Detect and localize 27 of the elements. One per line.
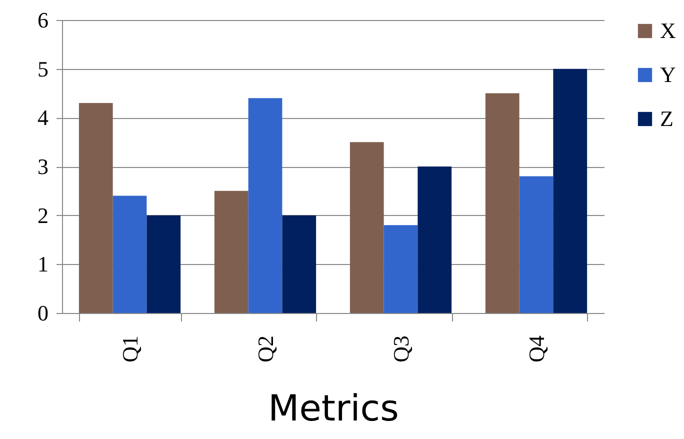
legend-label: Z bbox=[660, 106, 674, 131]
y-tick-label: 6 bbox=[38, 8, 48, 32]
x-tick-label: Q1 bbox=[117, 336, 142, 362]
legend-label: X bbox=[660, 18, 676, 43]
bar bbox=[485, 93, 520, 313]
bar bbox=[214, 190, 248, 313]
bar bbox=[78, 103, 113, 313]
y-tick-label: 1 bbox=[38, 252, 48, 277]
bar bbox=[553, 68, 588, 313]
legend-label: Y bbox=[660, 62, 676, 87]
x-tick-label: Q2 bbox=[252, 336, 278, 362]
bar bbox=[146, 215, 181, 313]
y-tick-label: 0 bbox=[38, 300, 48, 326]
bar bbox=[519, 176, 554, 313]
bar bbox=[418, 166, 452, 313]
x-tick-label: Q4 bbox=[524, 336, 549, 362]
y-tick-label: 2 bbox=[38, 202, 48, 228]
bar bbox=[112, 196, 147, 313]
y-tick-label: 4 bbox=[38, 105, 48, 130]
y-tick-label: 5 bbox=[38, 56, 48, 82]
y-tick-label: 3 bbox=[38, 154, 48, 179]
bar bbox=[248, 98, 282, 313]
bar bbox=[282, 215, 316, 313]
bar bbox=[350, 142, 384, 313]
bar bbox=[384, 225, 418, 313]
x-axis-title: Metrics bbox=[268, 388, 399, 430]
x-tick-label: Q3 bbox=[388, 336, 414, 362]
